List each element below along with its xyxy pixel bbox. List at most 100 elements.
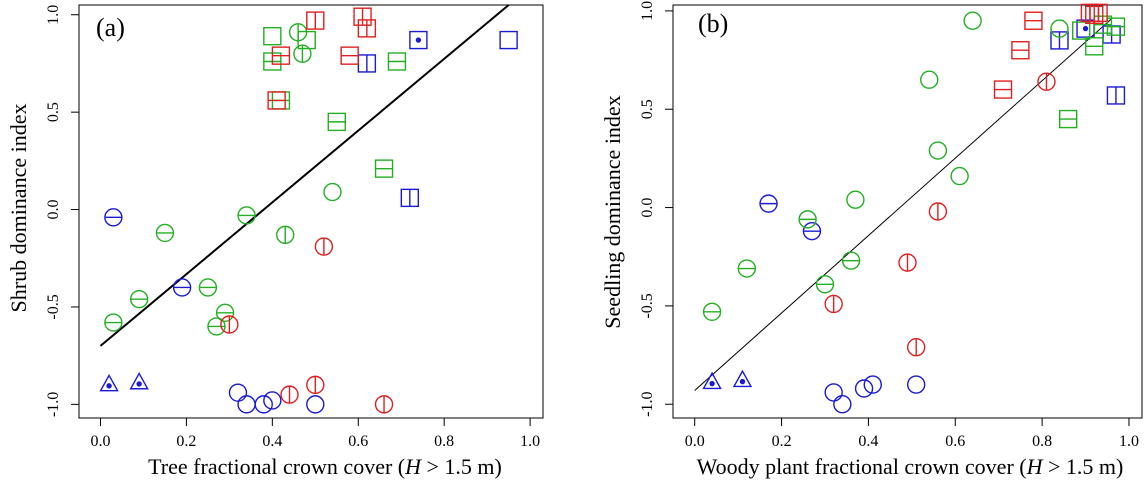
data-point-blue-circle-hline xyxy=(172,278,192,297)
data-point-blue-circle-hline xyxy=(802,221,822,241)
point-triangle xyxy=(129,372,149,390)
y-axis-label-a: Shrub dominance index xyxy=(6,104,31,313)
data-point-green-circle-hline xyxy=(104,313,123,332)
y-tick-label: 0.5 xyxy=(45,102,62,122)
y-tick-label: 1.0 xyxy=(45,5,62,25)
point-square xyxy=(409,30,428,50)
point-circle xyxy=(963,11,982,30)
data-point-blue-circle xyxy=(863,375,882,394)
x-axis-label-b-post: > 1.5 m) xyxy=(1042,454,1123,479)
x-axis-label-a: Tree fractional crown cover (H > 1.5 m) xyxy=(148,454,502,479)
data-point-blue-square-vline xyxy=(1106,86,1126,105)
data-point-blue-triangle-dot xyxy=(732,369,753,388)
data-point-blue-circle xyxy=(824,383,843,402)
point-circle xyxy=(228,383,248,402)
x-tick-label: 0.8 xyxy=(1032,433,1052,450)
y-tick-label: -1.0 xyxy=(45,392,62,417)
y-tick-label: 0.0 xyxy=(45,200,62,220)
x-tick-label: 0.0 xyxy=(685,433,705,450)
data-point-red-square-hline xyxy=(1011,41,1030,60)
regression-line xyxy=(694,18,1112,391)
point-circle xyxy=(824,383,843,402)
panel-a: 0.0 0.2 0.4 0.6 0.8 1.0-1.0-0.50.00.51.0 (a) … xyxy=(6,4,544,479)
data-point-green-square-hline xyxy=(327,112,346,132)
data-point-blue-circle-hline xyxy=(104,208,123,227)
data-point-green-circle-hline xyxy=(155,223,175,243)
y-tick-label: -0.5 xyxy=(45,294,62,319)
data-point-green-circle xyxy=(846,190,865,209)
points-a xyxy=(99,7,518,414)
data-point-green-circle-hline xyxy=(215,303,235,323)
data-point-red-circle-vline xyxy=(898,253,917,272)
x-tick-label: 1.0 xyxy=(520,433,540,450)
plot-frame-a xyxy=(78,4,544,419)
data-point-blue-circle xyxy=(306,395,325,414)
point-circle xyxy=(306,395,325,414)
data-point-blue-circle xyxy=(254,395,273,414)
x-axis-label-b-var: H xyxy=(1026,454,1044,479)
x-tick-label: 0.4 xyxy=(262,433,282,450)
regression-line xyxy=(99,4,510,347)
x-tick-label: 0.6 xyxy=(348,433,368,450)
data-point-red-square-vline xyxy=(353,7,372,26)
y-tick-label: 0.5 xyxy=(639,99,656,119)
point-circle xyxy=(237,395,256,414)
data-point-red-square-vline xyxy=(1089,3,1108,23)
x-axis-label-a-post: > 1.5 m) xyxy=(421,454,502,479)
data-point-red-circle-vline xyxy=(374,395,394,414)
data-point-red-square-hline xyxy=(993,80,1013,99)
data-point-green-square-hline xyxy=(387,52,407,71)
axis-ticks-b: 0.0 0.2 0.4 0.6 0.8 1.0 -1.0 -0.5 0.0 0.5 1.0 xyxy=(639,1,1139,450)
regression-line-b xyxy=(694,18,1112,391)
data-point-red-square-hline xyxy=(271,46,291,65)
point-circle xyxy=(928,141,948,160)
data-point-blue-circle xyxy=(854,379,874,398)
data-point-blue-triangle-dot xyxy=(129,372,149,390)
data-point-blue-square-dot xyxy=(409,30,428,50)
point-circle xyxy=(254,395,273,414)
x-axis-label-b-pre: Woody plant fractional crown cover ( xyxy=(697,454,1027,479)
y-tick-label: 1.0 xyxy=(639,1,656,21)
point-square xyxy=(499,30,518,50)
data-point-blue-triangle-dot xyxy=(99,373,119,392)
y-tick-label: -1.0 xyxy=(639,392,656,417)
data-point-blue-square-vline xyxy=(357,54,377,73)
point-circle xyxy=(263,391,282,410)
point-circle xyxy=(833,395,852,414)
x-tick-label: 0.0 xyxy=(90,433,110,450)
data-point-red-circle-vline xyxy=(220,315,239,334)
data-point-green-circle xyxy=(928,141,948,160)
data-point-blue-circle-hline xyxy=(759,194,778,213)
data-point-blue-circle xyxy=(833,395,852,414)
point-circle xyxy=(950,166,969,186)
point-dot xyxy=(106,383,112,389)
x-tick-label: 1.0 xyxy=(1119,433,1139,450)
point-circle xyxy=(920,70,939,89)
data-point-green-circle-hline xyxy=(737,259,757,278)
point-circle xyxy=(1050,19,1069,38)
data-point-red-square-hline xyxy=(340,46,359,65)
x-tick-label: 0.8 xyxy=(434,433,454,450)
data-point-green-circle-vline xyxy=(293,44,312,63)
x-axis-label-a-var: H xyxy=(404,454,422,479)
regression-line-a xyxy=(99,4,510,347)
point-dot xyxy=(415,37,422,43)
data-point-green-square-hline xyxy=(1085,37,1104,56)
data-point-red-square-vline xyxy=(1085,5,1104,25)
data-point-green-circle-hline xyxy=(798,210,817,229)
data-point-green-circle xyxy=(323,182,342,202)
data-point-red-circle-vline xyxy=(306,375,325,395)
panel-label-b: (b) xyxy=(698,9,728,38)
data-point-red-square-vline xyxy=(357,19,377,38)
data-point-blue-square-vline xyxy=(1050,31,1069,50)
data-point-red-circle-vline xyxy=(906,338,926,357)
data-point-green-circle-hline xyxy=(207,317,226,336)
data-point-red-circle-vline xyxy=(824,294,843,314)
point-dot xyxy=(709,380,715,387)
data-point-blue-circle xyxy=(237,395,256,414)
data-point-green-circle-vline xyxy=(276,225,295,245)
data-point-green-circle xyxy=(950,166,969,186)
data-point-blue-square-vline xyxy=(400,188,420,208)
data-point-blue-square xyxy=(499,30,518,50)
